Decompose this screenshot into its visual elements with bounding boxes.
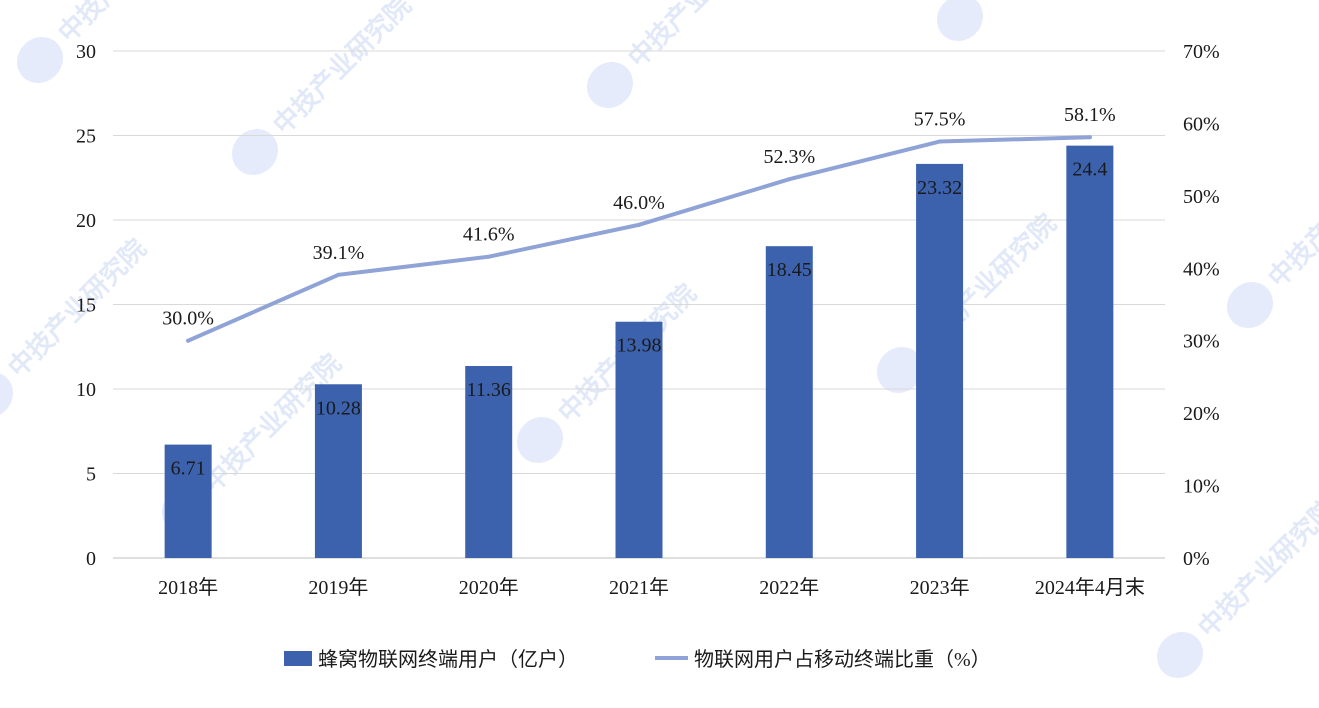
- bar-value-label: 6.71: [171, 458, 206, 480]
- bar-value-label: 18.45: [767, 259, 812, 281]
- bar-value-label: 23.32: [917, 177, 962, 199]
- watermark-logo-icon: [1156, 631, 1204, 679]
- watermark-logo-icon: [516, 416, 564, 464]
- y-right-tick-label: 40%: [1183, 258, 1220, 280]
- watermark-logo-icon: [16, 36, 64, 84]
- y-left-tick-label: 30: [76, 41, 96, 63]
- x-axis: 2018年 2019年 2020年 2021年 2022年 2023年 2024年4月末: [158, 576, 1145, 599]
- watermark-text: 中技产业研究院: [622, 0, 773, 74]
- line-point: [637, 222, 641, 227]
- line-point: [336, 272, 341, 277]
- bar: [164, 444, 212, 558]
- bar-value-label: 11.36: [467, 379, 511, 401]
- watermark-logo-icon: [586, 61, 634, 109]
- watermark: 中技产业研究院: [1226, 143, 1319, 329]
- watermark-logo-icon: [231, 128, 279, 176]
- line-value-label: 46.0%: [613, 192, 665, 214]
- line-value-label: 52.3%: [763, 146, 815, 168]
- bar: [916, 163, 964, 558]
- watermark-text: 中技产业研究院: [1192, 493, 1319, 644]
- watermark-text: 中技产业研究院: [972, 0, 1123, 7]
- data-labels: 6.71 10.28 11.36 13.98 18.45 23.32 24.4 30.0% 39…: [162, 104, 1115, 479]
- watermark: 中技产业研究院: [16, 0, 203, 84]
- y-right-tick-label: 20%: [1183, 403, 1220, 425]
- x-tick-label: 2024年4月末: [1035, 576, 1145, 599]
- y-left-tick-label: 0: [86, 548, 96, 570]
- watermark: 中技产业研究院: [516, 278, 703, 464]
- watermark-logo-icon: [876, 346, 924, 394]
- line-point: [787, 177, 792, 182]
- legend: 蜂窝物联网终端用户（亿户） 物联网用户占移动终端比重（%）: [284, 648, 991, 671]
- legend-bar-label: 蜂窝物联网终端用户（亿户）: [318, 648, 578, 671]
- bar-value-label: 13.98: [617, 335, 662, 357]
- watermark: 中技产业研究院: [876, 208, 1063, 394]
- y-right-tick-label: 10%: [1183, 476, 1220, 498]
- watermark-text: 中技产业研究院: [1262, 143, 1319, 294]
- watermark-text: 中技产业研究院: [52, 0, 203, 49]
- x-tick-label: 2021年: [609, 576, 669, 599]
- y-right-tick-label: 50%: [1183, 186, 1220, 208]
- line-value-label: 57.5%: [914, 109, 966, 131]
- x-tick-label: 2020年: [459, 576, 519, 599]
- y-right-tick-label: 70%: [1183, 41, 1220, 63]
- y-axis-right: 0% 10% 20% 30% 40% 50% 60% 70%: [1183, 41, 1220, 570]
- legend-line-label: 物联网用户占移动终端比重（%）: [694, 648, 991, 671]
- bar: [465, 366, 513, 558]
- y-right-tick-label: 30%: [1183, 331, 1220, 353]
- y-axis-left: 0 5 10 15 20 25 30: [76, 41, 96, 570]
- line-point: [486, 254, 491, 259]
- watermark-logo-icon: [1226, 281, 1274, 329]
- x-tick-label: 2018年: [158, 576, 218, 599]
- line-value-label: 58.1%: [1064, 104, 1116, 126]
- legend-bar-swatch: [284, 651, 312, 666]
- watermark: 中技产业研究院: [586, 0, 773, 109]
- y-left-tick-label: 25: [76, 126, 96, 148]
- bar: [615, 321, 663, 558]
- line-value-label: 30.0%: [162, 308, 214, 330]
- watermark: 中技产业研究院: [231, 0, 418, 176]
- y-left-tick-label: 15: [76, 295, 96, 317]
- y-right-tick-label: 60%: [1183, 113, 1220, 135]
- x-tick-label: 2019年: [308, 576, 368, 599]
- watermark: 中技产业研究院: [936, 0, 1123, 42]
- watermark-text: 中技产业研究院: [267, 0, 418, 141]
- watermark-logo-icon: [0, 371, 14, 419]
- x-tick-label: 2023年: [910, 576, 970, 599]
- x-tick-label: 2022年: [759, 576, 819, 599]
- bar: [765, 246, 813, 558]
- y-left-tick-label: 10: [76, 379, 96, 401]
- line-point: [937, 139, 942, 144]
- watermark: 中技产业研究院: [1156, 493, 1319, 679]
- bar: [1066, 145, 1114, 558]
- y-left-tick-label: 20: [76, 210, 96, 232]
- watermark-logo-icon: [936, 0, 984, 42]
- line-point: [186, 338, 191, 343]
- y-left-tick-label: 5: [86, 464, 96, 486]
- bar: [314, 384, 362, 558]
- bar-value-label: 24.4: [1072, 159, 1107, 181]
- line-point: [1087, 135, 1092, 140]
- line-value-label: 39.1%: [313, 242, 365, 264]
- line-series: [186, 135, 1092, 343]
- y-right-tick-label: 0%: [1183, 548, 1210, 570]
- bar-value-label: 10.28: [316, 397, 361, 419]
- line-value-label: 41.6%: [463, 224, 515, 246]
- bar-series: [164, 145, 1114, 558]
